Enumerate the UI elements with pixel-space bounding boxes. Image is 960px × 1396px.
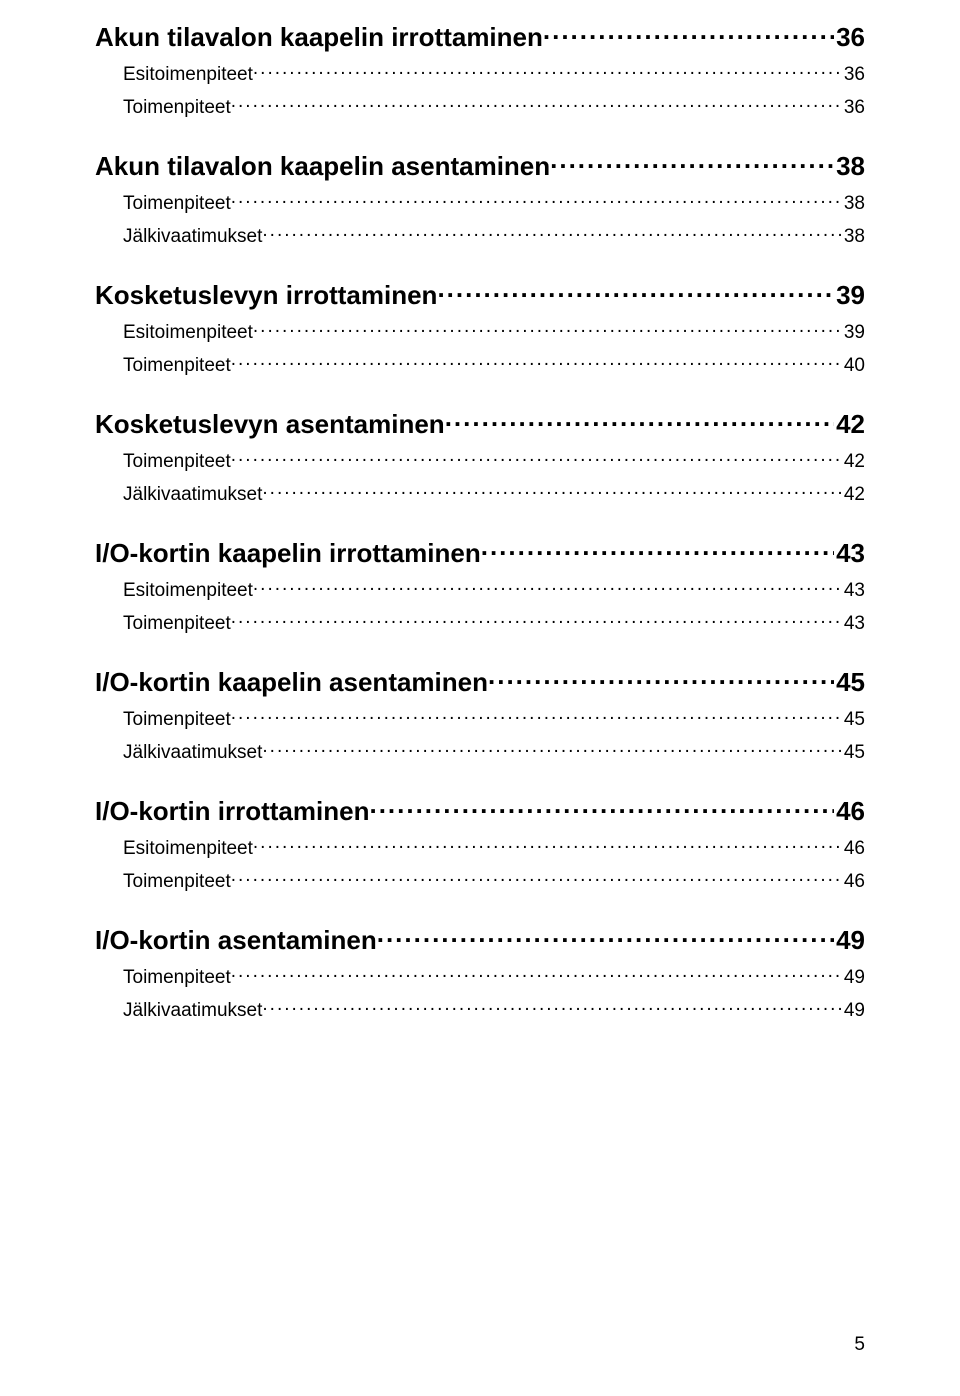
toc-entry-page: 39: [834, 280, 865, 311]
toc-entry-label: I/O-kortin kaapelin asentaminen: [95, 667, 488, 698]
toc-leader-dots: [543, 20, 834, 46]
toc-leader-dots: [262, 739, 841, 758]
toc-heading[interactable]: Kosketuslevyn irrottaminen 39: [95, 278, 865, 311]
toc-entry-page: 36: [842, 64, 865, 86]
toc-subheading[interactable]: Toimenpiteet 42: [95, 448, 865, 473]
toc-entry-label: Jälkivaatimukset: [123, 1000, 262, 1022]
toc-entry-label: Akun tilavalon kaapelin asentaminen: [95, 151, 550, 182]
toc-entry-page: 38: [842, 226, 865, 248]
toc-entry-label: Toimenpiteet: [123, 97, 231, 119]
toc-entry-page: 43: [834, 538, 865, 569]
toc-heading[interactable]: I/O-kortin asentaminen 49: [95, 923, 865, 956]
toc-entry-page: 46: [842, 838, 865, 860]
toc-entry-page: 45: [834, 667, 865, 698]
toc-leader-dots: [262, 997, 841, 1016]
toc-entry-page: 45: [842, 709, 865, 731]
toc-entry-label: Toimenpiteet: [123, 613, 231, 635]
toc-leader-dots: [231, 706, 842, 725]
toc-leader-dots: [231, 610, 842, 629]
toc-entry-page: 42: [842, 451, 865, 473]
toc-leader-dots: [437, 278, 834, 304]
toc-entry-label: Esitoimenpiteet: [123, 322, 253, 344]
toc-leader-dots: [253, 61, 842, 80]
toc-subheading[interactable]: Jälkivaatimukset 49: [95, 997, 865, 1022]
toc-entry-label: Akun tilavalon kaapelin irrottaminen: [95, 22, 543, 53]
toc-subheading[interactable]: Toimenpiteet 49: [95, 964, 865, 989]
toc-entry-label: I/O-kortin irrottaminen: [95, 796, 369, 827]
toc-leader-dots: [377, 923, 834, 949]
toc-entry-label: Jälkivaatimukset: [123, 484, 262, 506]
toc-entry-label: Toimenpiteet: [123, 451, 231, 473]
toc-heading[interactable]: I/O-kortin irrottaminen 46: [95, 794, 865, 827]
toc-leader-dots: [253, 319, 842, 338]
toc-subheading[interactable]: Esitoimenpiteet 43: [95, 577, 865, 602]
document-page: Akun tilavalon kaapelin irrottaminen 36E…: [0, 0, 960, 1396]
toc-subheading[interactable]: Toimenpiteet 40: [95, 352, 865, 377]
toc-leader-dots: [445, 407, 834, 433]
toc-subheading[interactable]: Toimenpiteet 43: [95, 610, 865, 635]
toc-leader-dots: [481, 536, 834, 562]
toc-entry-page: 38: [842, 193, 865, 215]
toc-leader-dots: [262, 481, 841, 500]
toc-subheading[interactable]: Jälkivaatimukset 45: [95, 739, 865, 764]
toc-entry-page: 43: [842, 613, 865, 635]
toc-leader-dots: [253, 577, 842, 596]
toc-entry-page: 39: [842, 322, 865, 344]
page-number: 5: [854, 1334, 865, 1356]
toc-entry-page: 49: [834, 925, 865, 956]
toc-heading[interactable]: I/O-kortin kaapelin asentaminen 45: [95, 665, 865, 698]
toc-heading[interactable]: Kosketuslevyn asentaminen 42: [95, 407, 865, 440]
toc-entry-page: 49: [842, 967, 865, 989]
toc-leader-dots: [231, 352, 842, 371]
toc-entry-page: 45: [842, 742, 865, 764]
toc-entry-page: 43: [842, 580, 865, 602]
toc-subheading[interactable]: Toimenpiteet 36: [95, 94, 865, 119]
toc-subheading[interactable]: Esitoimenpiteet 46: [95, 835, 865, 860]
toc-leader-dots: [231, 964, 842, 983]
toc-entry-page: 42: [842, 484, 865, 506]
toc-subheading[interactable]: Toimenpiteet 45: [95, 706, 865, 731]
toc-leader-dots: [488, 665, 834, 691]
toc-entry-page: 36: [842, 97, 865, 119]
toc-leader-dots: [262, 223, 841, 242]
toc-entry-label: Jälkivaatimukset: [123, 742, 262, 764]
toc-leader-dots: [369, 794, 834, 820]
toc-entry-label: Esitoimenpiteet: [123, 580, 253, 602]
toc-entry-page: 46: [834, 796, 865, 827]
toc-entry-label: I/O-kortin asentaminen: [95, 925, 377, 956]
toc-subheading[interactable]: Toimenpiteet 46: [95, 868, 865, 893]
toc-leader-dots: [231, 448, 842, 467]
toc-leader-dots: [253, 835, 842, 854]
toc-entry-label: Toimenpiteet: [123, 871, 231, 893]
toc-entry-label: Esitoimenpiteet: [123, 838, 253, 860]
toc-subheading[interactable]: Jälkivaatimukset 38: [95, 223, 865, 248]
toc-heading[interactable]: Akun tilavalon kaapelin irrottaminen 36: [95, 20, 865, 53]
toc-entry-label: Kosketuslevyn irrottaminen: [95, 280, 437, 311]
toc-entry-label: Toimenpiteet: [123, 709, 231, 731]
toc-entry-page: 42: [834, 409, 865, 440]
toc-heading[interactable]: I/O-kortin kaapelin irrottaminen 43: [95, 536, 865, 569]
toc-entry-page: 40: [842, 355, 865, 377]
toc-entry-label: I/O-kortin kaapelin irrottaminen: [95, 538, 481, 569]
toc-subheading[interactable]: Esitoimenpiteet 39: [95, 319, 865, 344]
toc-leader-dots: [231, 868, 842, 887]
toc-subheading[interactable]: Esitoimenpiteet 36: [95, 61, 865, 86]
toc-leader-dots: [231, 190, 842, 209]
toc-entry-page: 49: [842, 1000, 865, 1022]
toc-entry-label: Jälkivaatimukset: [123, 226, 262, 248]
toc-entry-label: Toimenpiteet: [123, 355, 231, 377]
toc-subheading[interactable]: Toimenpiteet 38: [95, 190, 865, 215]
toc-subheading[interactable]: Jälkivaatimukset 42: [95, 481, 865, 506]
toc-entry-page: 38: [834, 151, 865, 182]
toc-heading[interactable]: Akun tilavalon kaapelin asentaminen 38: [95, 149, 865, 182]
toc-entry-label: Toimenpiteet: [123, 967, 231, 989]
toc-entry-label: Toimenpiteet: [123, 193, 231, 215]
toc-entry-label: Esitoimenpiteet: [123, 64, 253, 86]
table-of-contents: Akun tilavalon kaapelin irrottaminen 36E…: [95, 20, 865, 1022]
toc-entry-label: Kosketuslevyn asentaminen: [95, 409, 445, 440]
toc-entry-page: 36: [834, 22, 865, 53]
toc-leader-dots: [550, 149, 834, 175]
toc-leader-dots: [231, 94, 842, 113]
toc-entry-page: 46: [842, 871, 865, 893]
